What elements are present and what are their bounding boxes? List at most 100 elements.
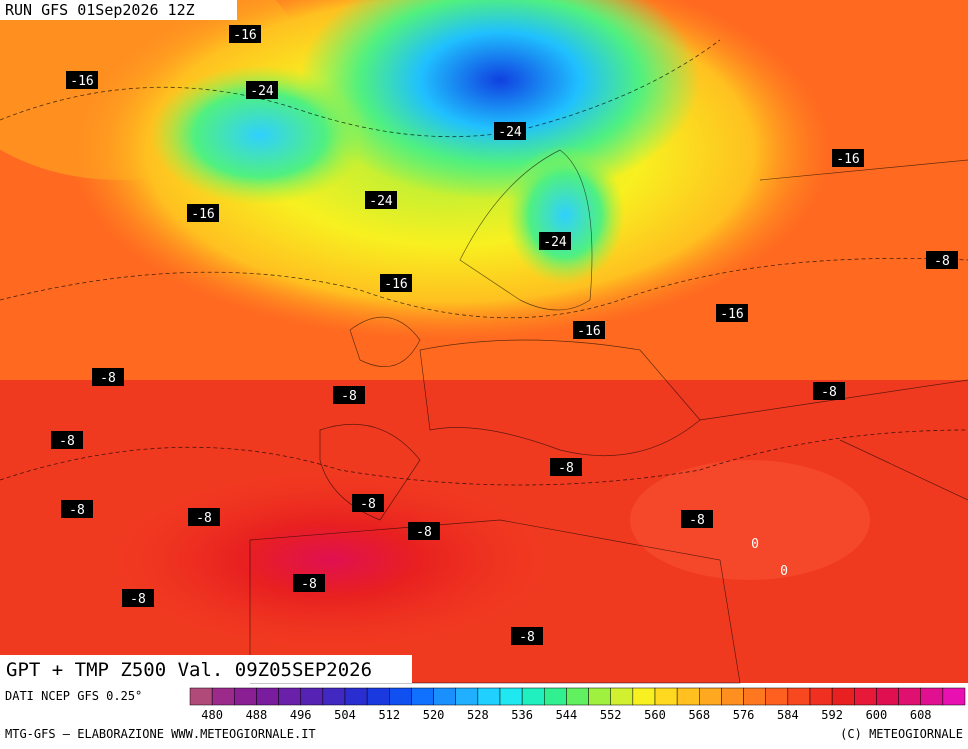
contour-value: -16: [233, 28, 256, 43]
colorbar-tick: 552: [600, 708, 622, 722]
colorbar-tick: 608: [910, 708, 932, 722]
contour-label: -8: [92, 368, 124, 386]
contour-value: -24: [498, 125, 522, 140]
colorbar: 480 488 496 504 512 520 528 536 544 552 560 568 576 5…: [189, 687, 966, 722]
contour-label: -16: [716, 304, 748, 322]
color-swatch: [920, 687, 944, 706]
contour-value: -8: [69, 503, 85, 518]
color-swatch: [344, 687, 368, 706]
color-swatch: [477, 687, 501, 706]
colorbar-tick: 488: [246, 708, 268, 722]
contour-value: -16: [836, 152, 859, 167]
contour-label: -8: [511, 627, 543, 645]
color-swatch: [876, 687, 899, 706]
contour-value: -8: [100, 371, 116, 386]
contour-label: -8: [61, 500, 93, 518]
contour-value: -8: [934, 254, 950, 269]
color-swatch: [389, 687, 412, 706]
color-swatch: [189, 687, 213, 706]
colorbar-tick: 512: [378, 708, 400, 722]
contour-value: -24: [543, 235, 567, 250]
contour-label: -16: [573, 321, 605, 339]
color-swatch: [854, 687, 877, 706]
color-swatch: [632, 687, 656, 706]
colorbar-tick: 528: [467, 708, 489, 722]
contour-value: -8: [416, 525, 432, 540]
color-swatch: [699, 687, 722, 706]
label-box: [365, 191, 397, 209]
contour-label: -24: [539, 232, 571, 250]
label-box: [539, 232, 571, 250]
label-box: [293, 574, 325, 592]
contour-label: -16: [380, 274, 412, 292]
contour-value: -8: [341, 389, 357, 404]
label-box: [66, 71, 98, 89]
colorbar-tick: 496: [290, 708, 312, 722]
label-box: [188, 508, 220, 526]
contour-label: 0: [780, 564, 788, 579]
color-swatch: [499, 687, 523, 706]
colorbar-tick: 568: [688, 708, 710, 722]
color-swatch: [898, 687, 921, 706]
contour-label: -16: [832, 149, 864, 167]
run-label: RUN GFS 01Sep2026 12Z: [5, 1, 195, 19]
contour-value: -24: [369, 194, 393, 209]
contour-label: 0: [751, 537, 759, 552]
contour-label: -16: [66, 71, 98, 89]
contour-label: -8: [293, 574, 325, 592]
colorbar-tick: 584: [777, 708, 799, 722]
colorbar-tick: 504: [334, 708, 356, 722]
copyright: (C) METEOGIORNALE: [840, 727, 963, 741]
contour-value: -16: [191, 207, 214, 222]
contour-label: -8: [550, 458, 582, 476]
contour-value: 0: [780, 564, 788, 579]
color-swatch: [743, 687, 766, 706]
contour-value: -8: [689, 513, 705, 528]
colorbar-tick: 520: [423, 708, 445, 722]
contour-value: -8: [196, 511, 212, 526]
color-swatch: [588, 687, 611, 706]
label-box: [573, 321, 605, 339]
label-box: [61, 500, 93, 518]
color-swatch: [455, 687, 479, 706]
header-box: [0, 0, 237, 20]
label-box: [716, 304, 748, 322]
color-swatch: [433, 687, 456, 706]
contour-value: -8: [301, 577, 317, 592]
label-box: [550, 458, 582, 476]
contour-value: -8: [59, 434, 75, 449]
colorbar-tick: 544: [556, 708, 578, 722]
contour-label: -8: [333, 386, 365, 404]
title-box: [0, 655, 412, 683]
color-swatch: [809, 687, 833, 706]
contour-value: -8: [519, 630, 535, 645]
color-swatch: [676, 687, 700, 706]
contour-label: -16: [229, 25, 261, 43]
label-box: [229, 25, 261, 43]
contour-label: -24: [494, 122, 526, 140]
colorbar-tick: 536: [511, 708, 533, 722]
label-box: [352, 494, 384, 512]
label-box: [187, 204, 219, 222]
color-swatch: [566, 687, 589, 706]
color-swatch: [942, 687, 966, 706]
contour-label: -8: [813, 382, 845, 400]
contour-value: -8: [360, 497, 376, 512]
label-box: [494, 122, 526, 140]
contour-label: -8: [681, 510, 713, 528]
color-swatch: [256, 687, 279, 706]
color-swatch: [654, 687, 678, 706]
contour-label: -8: [408, 522, 440, 540]
contour-value: -16: [577, 324, 600, 339]
contour-value: -8: [821, 385, 837, 400]
color-swatch: [831, 687, 855, 706]
color-swatch: [234, 687, 257, 706]
colorbar-tick: 592: [821, 708, 843, 722]
color-swatch: [521, 687, 545, 706]
label-box: [832, 149, 864, 167]
contour-value: -16: [70, 74, 93, 89]
colorbar-tick: 560: [644, 708, 666, 722]
label-box: [408, 522, 440, 540]
contour-label: -8: [926, 251, 958, 269]
